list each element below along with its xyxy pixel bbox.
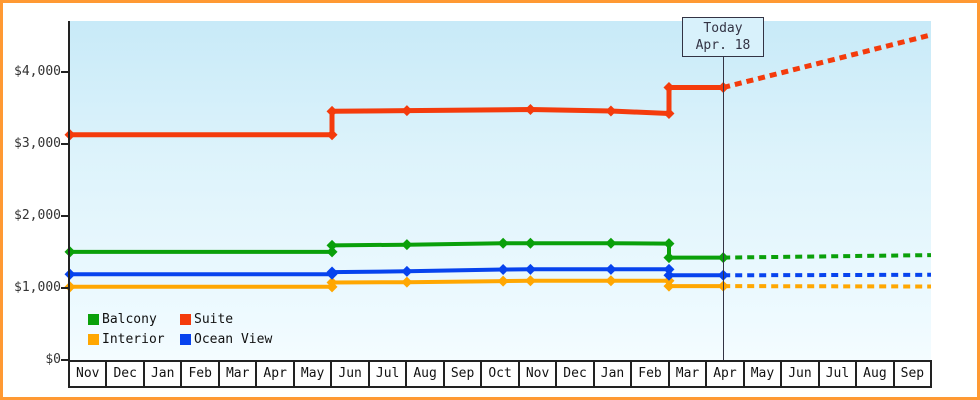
month-cell: Apr: [257, 362, 295, 386]
series-ocean-view-line: [70, 267, 724, 278]
data-point-marker: [663, 252, 675, 264]
data-point-marker: [663, 280, 675, 292]
plot-area: [70, 21, 931, 360]
data-point-marker: [605, 105, 617, 117]
month-cell: Feb: [632, 362, 670, 386]
y-axis-label: $4,000: [14, 63, 61, 79]
month-cell: Aug: [407, 362, 445, 386]
y-axis: [68, 21, 70, 362]
data-point-marker: [401, 105, 413, 117]
data-point-marker: [663, 263, 675, 275]
today-label: Today: [703, 21, 743, 36]
month-cell: Jul: [820, 362, 858, 386]
y-axis-tick: [61, 142, 69, 145]
month-cell: Jul: [370, 362, 408, 386]
data-point-marker: [663, 82, 675, 94]
data-point-marker: [326, 246, 338, 258]
y-axis-label: $1,000: [14, 279, 61, 295]
month-cell: May: [745, 362, 783, 386]
legend-label: Suite: [194, 311, 234, 327]
month-cell: Apr: [707, 362, 745, 386]
x-axis-month-row: Nov Dec Jan Feb Mar Apr May Jun Jul Aug Sep Oct Nov D…: [68, 360, 932, 388]
series-suite-line: [70, 85, 724, 138]
data-point-marker: [326, 105, 338, 117]
data-point-marker: [524, 237, 536, 249]
series-balcony-projection: [723, 253, 932, 260]
legend-swatch-icon: [180, 313, 191, 325]
y-axis-tick: [61, 214, 69, 217]
today-date: Apr. 18: [695, 38, 751, 53]
data-point-marker: [605, 263, 617, 275]
data-point-marker: [326, 266, 338, 278]
month-cell: Nov: [520, 362, 558, 386]
month-cell: Aug: [857, 362, 895, 386]
month-cell: Nov: [70, 362, 108, 386]
data-point-marker: [497, 264, 509, 276]
data-point-marker: [64, 246, 76, 258]
data-point-marker: [497, 275, 509, 287]
month-cell: Mar: [670, 362, 708, 386]
legend-swatch-icon: [180, 333, 191, 345]
chart-canvas: [64, 32, 932, 293]
month-cell: Jan: [145, 362, 183, 386]
data-point-marker: [401, 276, 413, 288]
data-point-marker: [64, 268, 76, 280]
legend-item-suite: Suite: [180, 309, 272, 329]
month-cell: Jan: [595, 362, 633, 386]
month-cell: Oct: [482, 362, 520, 386]
month-cell: Feb: [182, 362, 220, 386]
today-line: [723, 57, 724, 360]
legend-swatch-icon: [88, 313, 99, 325]
month-cell: Jun: [332, 362, 370, 386]
y-axis-label: $0: [45, 352, 61, 367]
month-cell: Dec: [107, 362, 145, 386]
legend-item-ocean-view: Ocean View: [180, 329, 272, 349]
y-axis-tick: [61, 286, 69, 289]
data-point-marker: [663, 238, 675, 250]
data-point-marker: [64, 281, 76, 293]
series-ocean-view-projection: [723, 272, 932, 278]
month-cell: Sep: [900, 366, 925, 381]
today-label-box: Today Apr. 18: [682, 17, 764, 57]
legend-item-balcony: Balcony: [88, 309, 180, 329]
month-cell: Dec: [557, 362, 595, 386]
data-point-marker: [64, 129, 76, 141]
month-cell: Jun: [782, 362, 820, 386]
data-point-marker: [663, 107, 675, 119]
y-axis-label: $3,000: [14, 135, 61, 151]
data-point-marker: [326, 277, 338, 289]
data-point-marker: [605, 237, 617, 249]
series-ocean-view: [64, 263, 932, 281]
month-cell: Sep: [445, 362, 483, 386]
legend-label: Interior: [102, 331, 165, 347]
data-point-marker: [401, 265, 413, 277]
month-cell: May: [295, 362, 333, 386]
legend-swatch-icon: [88, 333, 99, 345]
data-point-marker: [326, 239, 338, 251]
legend-label: Ocean View: [194, 331, 273, 347]
y-axis-tick: [61, 359, 69, 361]
y-axis-tick: [61, 70, 69, 73]
series-interior: [64, 275, 932, 293]
series-interior-line: [70, 278, 724, 289]
month-cell: Mar: [220, 362, 258, 386]
data-point-marker: [524, 104, 536, 116]
y-axis-label: $2,000: [14, 207, 61, 223]
legend-item-interior: Interior: [88, 329, 180, 349]
data-point-marker: [524, 263, 536, 275]
legend: Balcony Suite Interior Ocean View: [88, 309, 272, 349]
data-point-marker: [326, 129, 338, 141]
data-point-marker: [663, 269, 675, 281]
legend-label: Balcony: [102, 311, 157, 327]
data-point-marker: [524, 275, 536, 287]
data-point-marker: [401, 239, 413, 251]
data-point-marker: [497, 237, 509, 249]
data-point-marker: [605, 275, 617, 287]
series-suite: [64, 32, 932, 141]
series-balcony-line: [70, 241, 724, 260]
series-balcony: [64, 237, 932, 264]
